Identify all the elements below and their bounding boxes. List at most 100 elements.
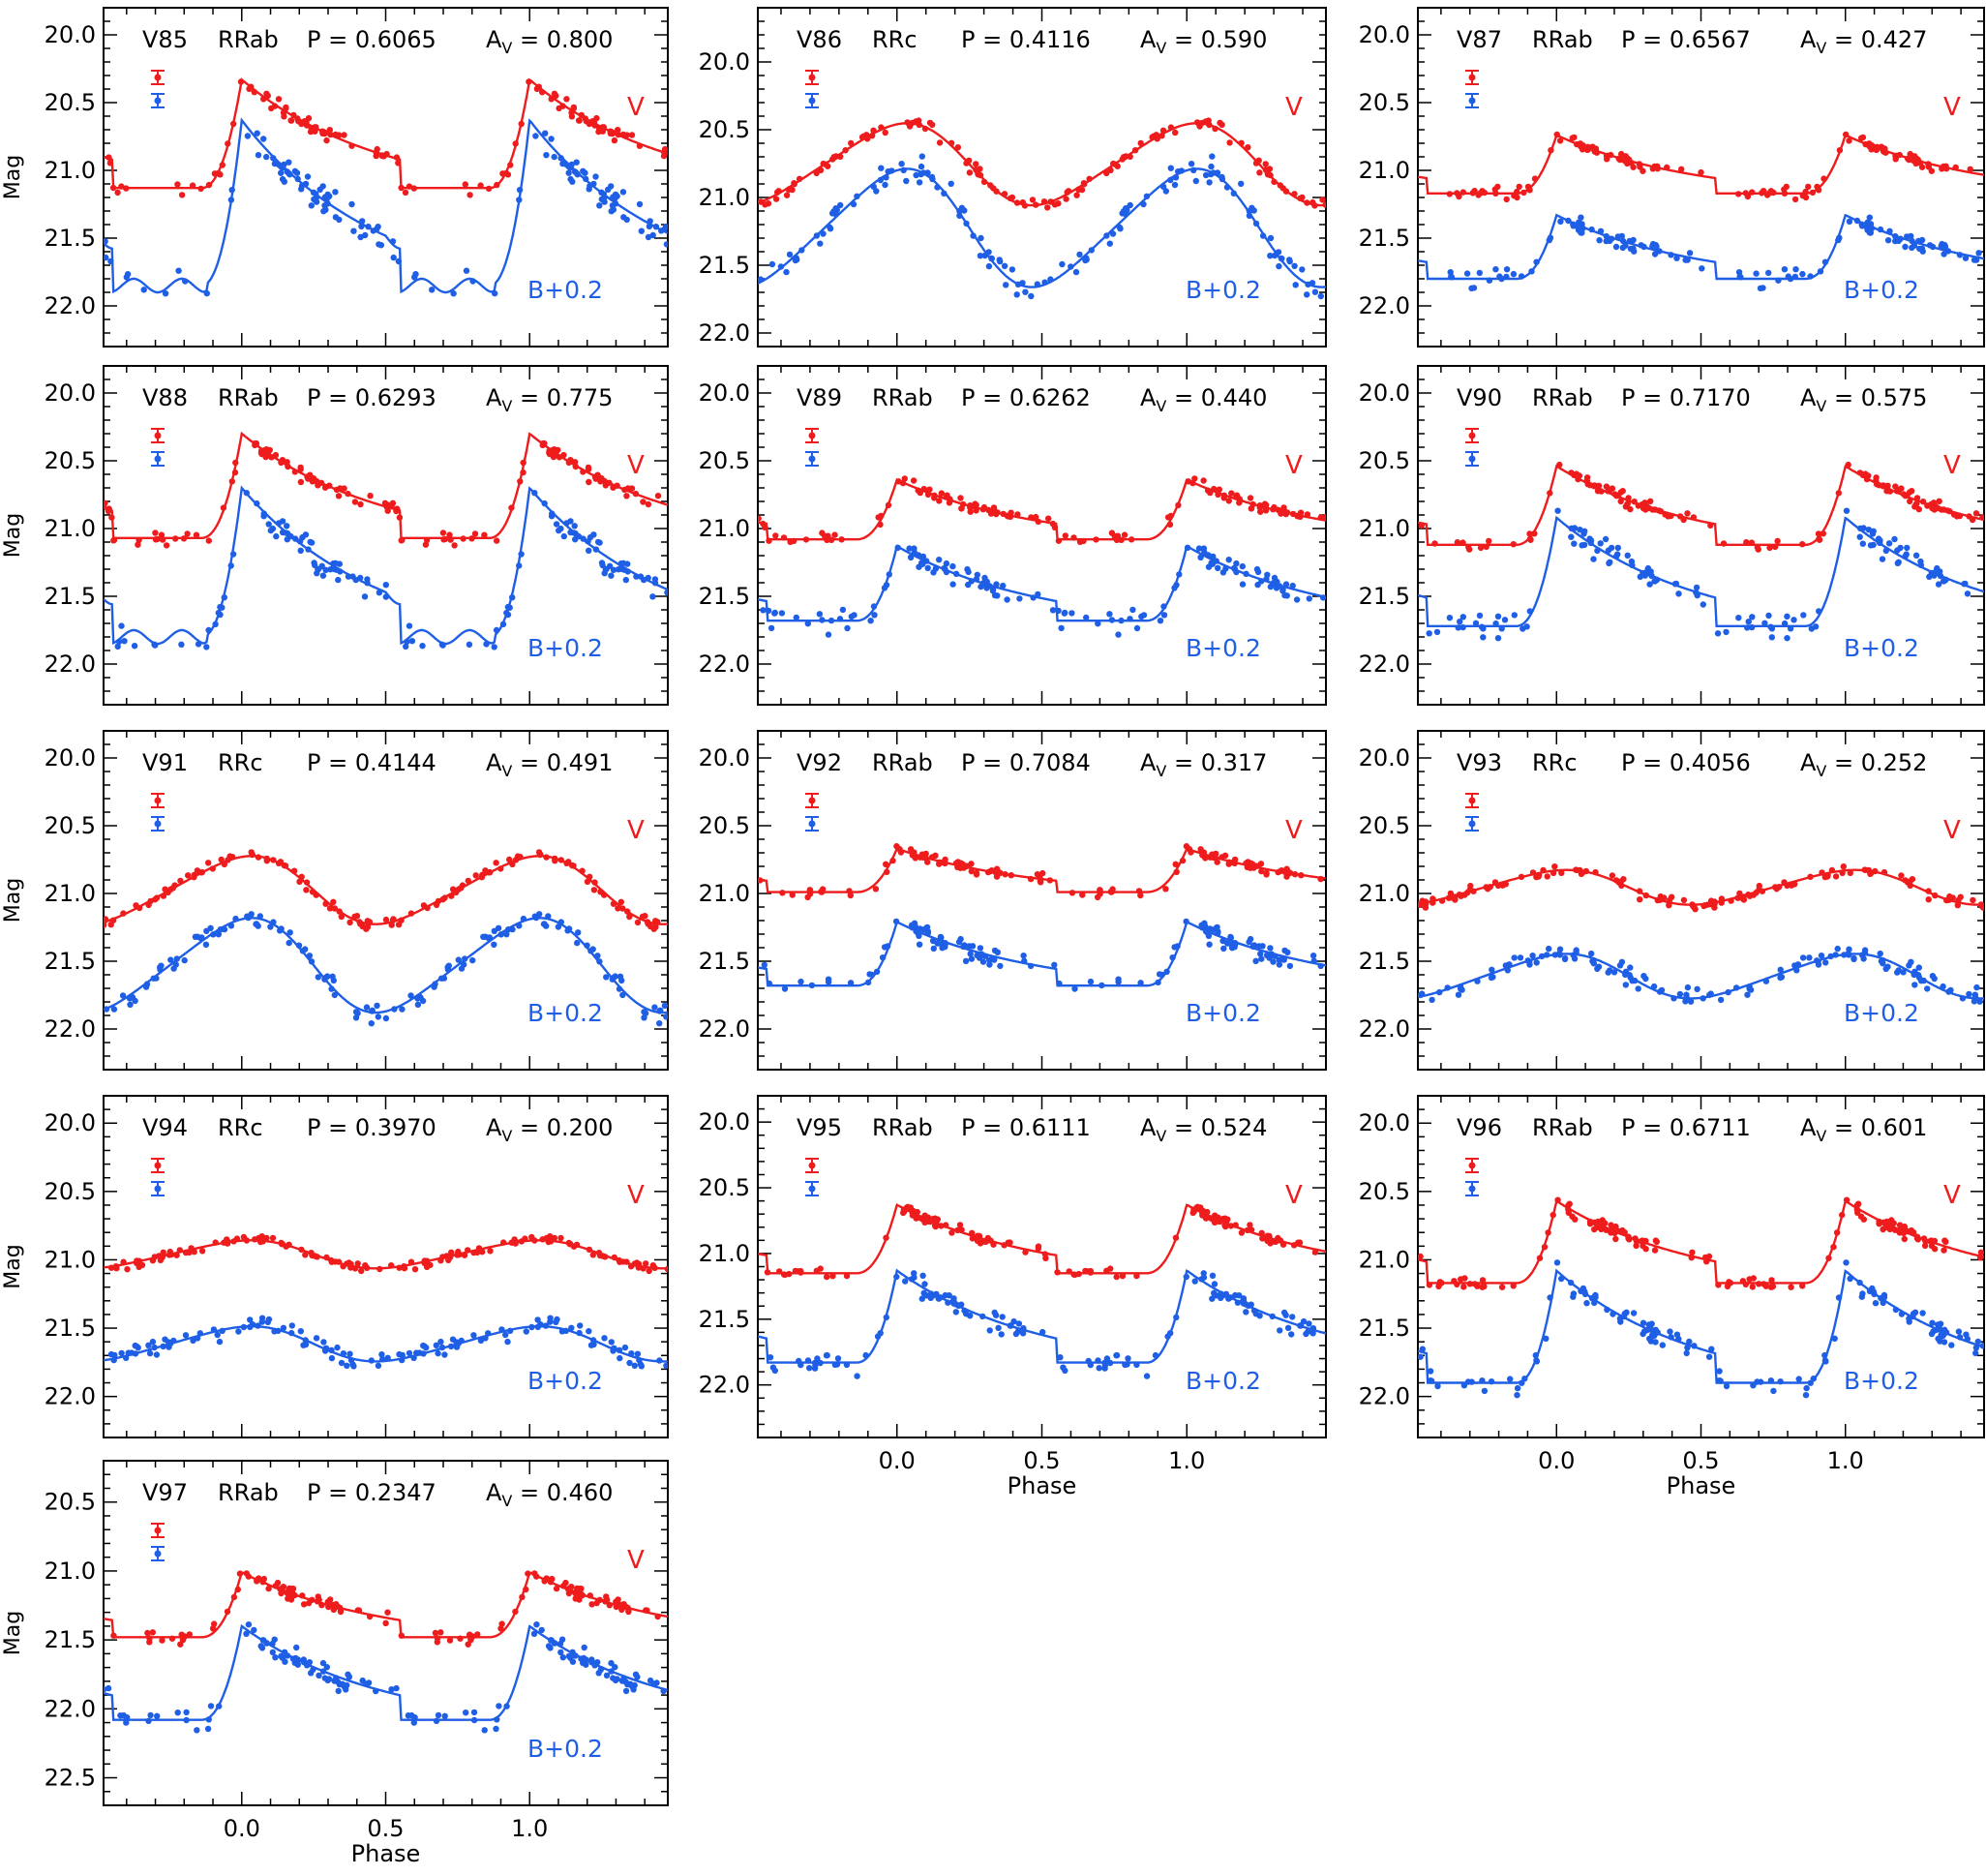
b-band-point xyxy=(1610,969,1618,976)
b-band-point xyxy=(1205,552,1212,559)
v-band-point xyxy=(1941,1237,1948,1244)
v-band-point xyxy=(1040,198,1048,205)
v-band-point xyxy=(1459,189,1467,196)
b-band-point xyxy=(322,1345,330,1352)
b-band-point xyxy=(1219,569,1227,576)
b-band-point xyxy=(603,974,610,981)
b-band-point xyxy=(1160,603,1167,610)
b-band-point xyxy=(1568,533,1575,540)
b-band-point xyxy=(1289,1314,1296,1320)
v-band-point xyxy=(1127,153,1133,160)
v-band-point xyxy=(543,1575,550,1582)
b-band-point xyxy=(1520,625,1526,632)
b-band-point xyxy=(623,216,630,224)
b-band-point xyxy=(1732,984,1740,991)
b-band-point xyxy=(1886,227,1893,234)
v-band-point xyxy=(565,859,572,865)
b-band-point xyxy=(918,1295,925,1302)
b-band-point xyxy=(948,180,954,187)
b-band-point xyxy=(1250,207,1257,214)
v-band-points xyxy=(104,849,661,932)
v-band-point xyxy=(1756,1281,1762,1287)
b-band-point xyxy=(1103,232,1110,239)
b-band-point xyxy=(399,1006,406,1013)
b-band-point xyxy=(1595,963,1603,970)
b-band-point xyxy=(1206,941,1213,948)
v-band-point xyxy=(1046,877,1054,884)
b-band-point xyxy=(160,1343,166,1350)
b-band-point xyxy=(414,995,421,1002)
b-band-point xyxy=(1603,232,1610,240)
v-band-point xyxy=(462,181,468,188)
v-band-point xyxy=(1550,1211,1556,1219)
v-band-point xyxy=(1977,1249,1984,1256)
b-band-point xyxy=(253,921,260,927)
b-band-point xyxy=(576,1329,583,1337)
v-band-point xyxy=(806,887,814,893)
v-band-point xyxy=(1788,1284,1794,1290)
b-band-point xyxy=(1627,964,1634,971)
b-band-point xyxy=(1872,1300,1880,1307)
v-band-point xyxy=(263,855,270,862)
b-band-points xyxy=(760,544,1326,638)
b-band-point xyxy=(243,490,250,497)
v-band-point xyxy=(602,1254,609,1260)
b-band-point xyxy=(210,931,217,938)
v-band-point xyxy=(1643,503,1650,510)
v-band-point xyxy=(589,1252,596,1258)
b-band-points xyxy=(1418,945,1983,1005)
b-band-points xyxy=(114,490,668,651)
b-band-point xyxy=(374,1002,380,1010)
b-band-point xyxy=(504,1338,511,1346)
b-band-point xyxy=(419,643,426,650)
b-band-point xyxy=(1911,982,1918,988)
v-band-point xyxy=(358,1267,365,1275)
v-band-point xyxy=(583,118,589,125)
b-band-point xyxy=(1085,1357,1092,1365)
v-band-point xyxy=(1931,1237,1939,1245)
b-band-point xyxy=(181,956,188,964)
b-band-point xyxy=(328,985,335,992)
y-axis-label: Mag xyxy=(1,1244,25,1288)
b-band-point xyxy=(828,617,835,624)
v-band-point xyxy=(1592,145,1599,152)
b-band-point xyxy=(335,576,342,584)
v-band-point xyxy=(1791,196,1799,203)
b-band-point xyxy=(1792,266,1799,273)
v-band-point xyxy=(124,1266,131,1273)
b-band-point xyxy=(531,913,538,920)
b-band-point xyxy=(1808,625,1816,632)
v-band-point xyxy=(507,162,514,168)
y-tick-label: 20.0 xyxy=(699,48,750,76)
v-band-point xyxy=(1896,1222,1904,1228)
v-band-point xyxy=(321,484,329,491)
b-band-point xyxy=(1214,169,1221,176)
star-id: V94 xyxy=(142,1114,188,1141)
v-band-point xyxy=(1191,475,1198,482)
b-band-point xyxy=(1834,945,1841,953)
b-band-point xyxy=(1167,165,1175,171)
v-band-point xyxy=(205,537,212,544)
v-band-point xyxy=(783,192,791,198)
b-band-point xyxy=(555,923,562,930)
b-band-point xyxy=(1158,971,1165,979)
y-tick-label: 22.0 xyxy=(45,1695,96,1722)
b-band-point xyxy=(1068,610,1075,617)
b-band-point xyxy=(466,641,473,648)
b-band-point xyxy=(1015,1320,1023,1327)
b-band-point xyxy=(1841,952,1848,958)
b-band-point xyxy=(1799,954,1807,961)
b-band-point xyxy=(582,169,588,176)
b-band-point xyxy=(1581,528,1588,534)
b-band-points xyxy=(767,1270,1317,1379)
b-band-points xyxy=(758,153,1325,300)
v-band-point xyxy=(1828,866,1836,874)
v-band-point xyxy=(1173,868,1180,875)
b-band-point xyxy=(286,929,293,936)
b-band-point xyxy=(1507,1376,1514,1382)
v-band-point xyxy=(1460,1284,1467,1290)
v-band-point xyxy=(1154,136,1160,142)
b-band-point xyxy=(299,948,307,954)
